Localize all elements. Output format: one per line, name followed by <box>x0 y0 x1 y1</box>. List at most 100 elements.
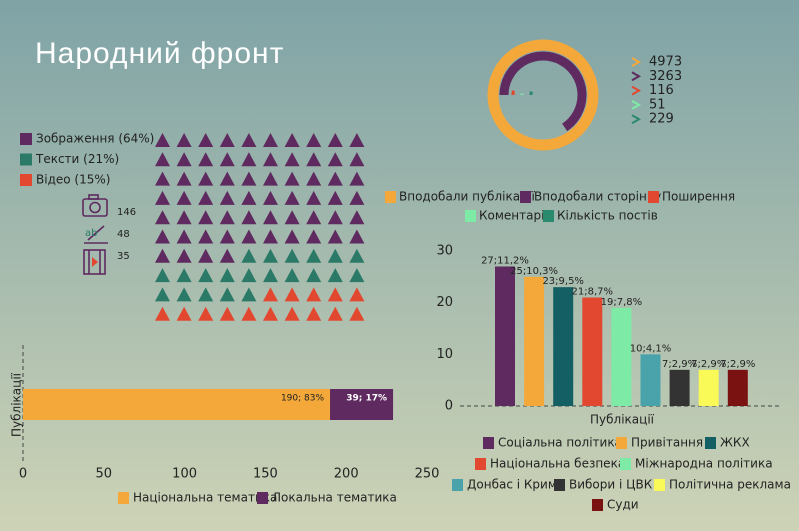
legend-label: Локальна тематика <box>272 491 397 505</box>
value-label: 229 <box>649 112 674 127</box>
y-tick-label: 0 <box>445 399 453 414</box>
legend-swatch <box>20 153 32 166</box>
waffle-cell <box>306 268 322 283</box>
pen-icon: ab <box>84 225 108 244</box>
waffle-cell <box>241 248 257 263</box>
waffle-cell <box>263 248 278 263</box>
bar <box>669 369 690 406</box>
waffle-cell <box>241 287 257 302</box>
waffle-cell <box>155 210 170 225</box>
legend-swatch <box>616 437 627 449</box>
waffle-cell <box>198 229 214 244</box>
waffle-cell <box>327 133 343 147</box>
waffle-cell <box>306 287 322 302</box>
bar <box>698 369 719 406</box>
legend-arrow <box>631 85 642 96</box>
legend-label: ЖКХ <box>720 436 750 450</box>
waffle-cell <box>284 287 300 302</box>
waffle-cell <box>219 133 235 147</box>
y-tick-label: 30 <box>436 244 453 259</box>
waffle-cell <box>349 171 365 186</box>
waffle-cell <box>241 229 257 244</box>
waffle-cell <box>349 210 365 225</box>
waffle-cell <box>198 190 214 205</box>
waffle-cell <box>155 171 170 186</box>
y-tick-label: 20 <box>436 295 453 310</box>
y-tick-label: 10 <box>436 347 453 362</box>
waffle-cell <box>155 152 170 167</box>
legend-label: Політична реклама <box>669 478 791 492</box>
waffle-cell <box>349 248 365 263</box>
waffle-cell <box>263 287 278 302</box>
value-label: 23;9,5% <box>542 276 584 287</box>
waffle-cell <box>327 268 343 283</box>
legend-swatch <box>483 437 494 449</box>
waffle-cell <box>349 152 365 167</box>
waffle-cell <box>241 152 257 167</box>
waffle-cell <box>349 133 365 147</box>
svg-text:ab: ab <box>85 228 97 239</box>
waffle-cell <box>198 248 214 263</box>
waffle-cell <box>176 152 192 167</box>
waffle-cell <box>349 268 365 283</box>
legend-swatch <box>118 492 129 504</box>
legend-label: Соціальна політика <box>498 436 622 450</box>
waffle-cell <box>327 229 343 244</box>
value-label: 7;2,9% <box>662 359 697 370</box>
waffle-cell <box>219 287 235 302</box>
legend-swatch <box>465 210 476 222</box>
waffle-cell <box>176 171 192 186</box>
legend-swatch <box>654 479 665 491</box>
waffle-cell <box>155 306 170 321</box>
legend-label: Вподобали публікації <box>399 190 536 204</box>
waffle-cell <box>176 229 192 244</box>
waffle-cell <box>176 268 192 283</box>
legend-swatch <box>520 191 531 203</box>
waffle-cell <box>327 306 343 321</box>
waffle-cell <box>198 287 214 302</box>
camera-icon <box>82 194 108 217</box>
x-tick-label: 250 <box>415 467 440 482</box>
waffle-cell <box>198 171 214 186</box>
waffle-cell <box>263 268 278 283</box>
bar <box>553 287 574 406</box>
radial-bar <box>499 51 587 132</box>
waffle-cell <box>155 229 170 244</box>
legend-label: Міжнародна політика <box>635 457 773 471</box>
waffle-cell <box>349 190 365 205</box>
bar <box>495 266 515 406</box>
legend-arrow <box>631 114 642 125</box>
legend-swatch <box>20 133 32 145</box>
waffle-cell <box>219 210 235 225</box>
x-tick-label: 100 <box>172 467 197 482</box>
legend-swatch <box>385 191 396 203</box>
waffle-cell <box>263 171 278 186</box>
waffle-cell <box>219 229 235 244</box>
waffle-cell <box>284 152 300 167</box>
waffle-cell <box>263 152 278 167</box>
waffle-cell <box>155 133 170 147</box>
value-label: 25;10,3% <box>510 266 558 277</box>
bar <box>582 297 603 406</box>
bar <box>524 276 545 406</box>
value-label: 7;2,9% <box>691 359 726 370</box>
legend-arrow <box>631 57 642 67</box>
waffle-cell <box>284 171 300 186</box>
legend-label: Відео (15%) <box>36 173 110 187</box>
legend-label: Кількість постів <box>557 209 658 223</box>
legend-label: Національна тематика <box>133 491 277 505</box>
waffle-cell <box>263 306 278 321</box>
waffle-cell <box>219 268 235 283</box>
waffle-cell <box>349 287 365 302</box>
waffle-cell <box>284 190 300 205</box>
waffle-cell <box>176 190 192 205</box>
x-axis-label: Публікації <box>590 413 655 427</box>
x-tick-label: 150 <box>253 467 278 482</box>
waffle-cell <box>327 248 343 263</box>
legend-label: Суди <box>607 498 639 512</box>
legend-swatch <box>257 492 268 504</box>
page-title: Народний фронт <box>35 37 284 70</box>
value-label: 19;7,8% <box>601 297 643 308</box>
waffle-cell <box>241 190 257 205</box>
value-label: 3263 <box>649 69 682 84</box>
